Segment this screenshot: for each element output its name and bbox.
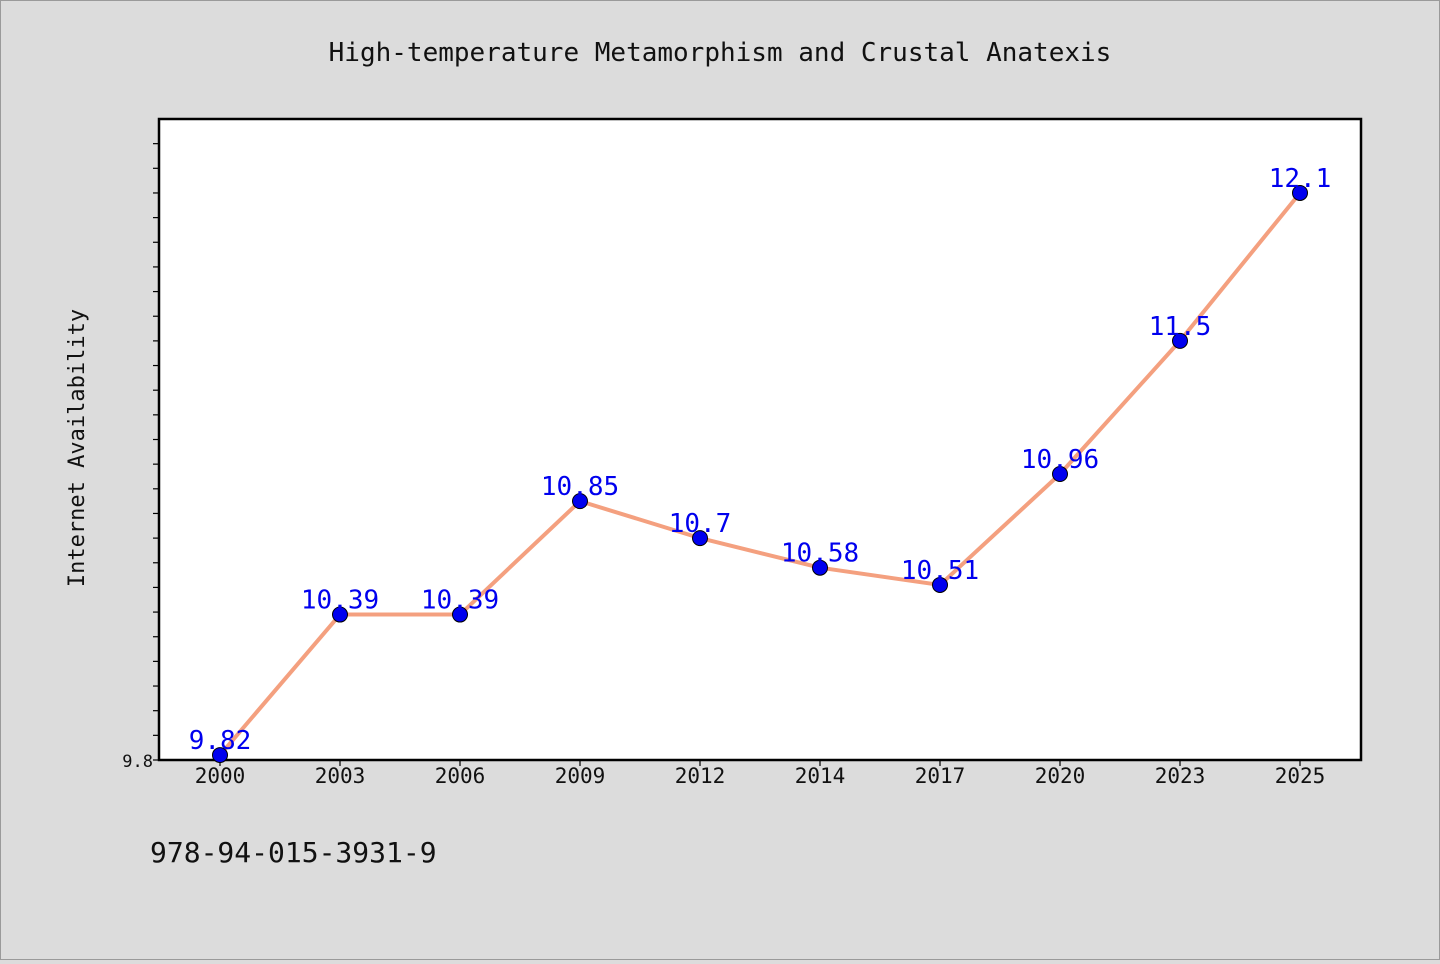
series-line <box>218 190 1302 758</box>
data-label: 10.39 <box>421 586 499 616</box>
x-tick-label: 2014 <box>795 764 846 788</box>
x-tick-label: 2000 <box>195 764 246 788</box>
x-tick-label: 2006 <box>435 764 486 788</box>
data-label: 9.82 <box>189 726 252 756</box>
data-label: 10.58 <box>781 539 859 569</box>
data-point <box>1172 332 1188 349</box>
data-label: 10.39 <box>301 586 379 616</box>
data-point <box>1292 184 1308 201</box>
x-tick-label: 2009 <box>555 764 606 788</box>
data-point <box>452 606 468 623</box>
x-tick-label: 2003 <box>315 764 366 788</box>
data-point <box>572 493 588 510</box>
data-label: 11.5 <box>1149 312 1212 342</box>
data-series: 9.82 10.39 10.39 10.85 10.7 10.58 10.51 10.96 11… <box>189 164 1332 764</box>
data-point <box>212 747 228 764</box>
x-tick-label: 2023 <box>1155 764 1206 788</box>
data-point <box>332 606 348 623</box>
data-point <box>932 576 948 593</box>
x-tick-label: 2025 <box>1275 764 1326 788</box>
isbn-text: 978-94-015-3931-9 <box>150 836 437 869</box>
data-label: 10.96 <box>1021 445 1099 475</box>
data-point <box>692 530 708 547</box>
chart-title: High-temperature Metamorphism and Crusta… <box>329 38 1112 68</box>
data-label: 12.1 <box>1269 164 1332 194</box>
y-axis-ticks <box>153 143 159 761</box>
plot-area <box>157 117 1363 762</box>
data-label: 10.85 <box>541 472 619 502</box>
data-point <box>812 559 828 576</box>
data-label: 10.7 <box>669 509 732 539</box>
y-tick-label: 9.8 <box>122 752 153 772</box>
data-label: 10.51 <box>901 556 979 586</box>
x-axis-ticks: 2000 2003 2006 2009 2012 2014 2017 2020 2023 2025 <box>195 760 1326 788</box>
x-tick-label: 2012 <box>675 764 726 788</box>
data-point <box>1052 466 1068 483</box>
x-tick-label: 2017 <box>915 764 966 788</box>
x-tick-label: 2020 <box>1035 764 1086 788</box>
y-axis-label: Internet Availability <box>65 309 90 587</box>
